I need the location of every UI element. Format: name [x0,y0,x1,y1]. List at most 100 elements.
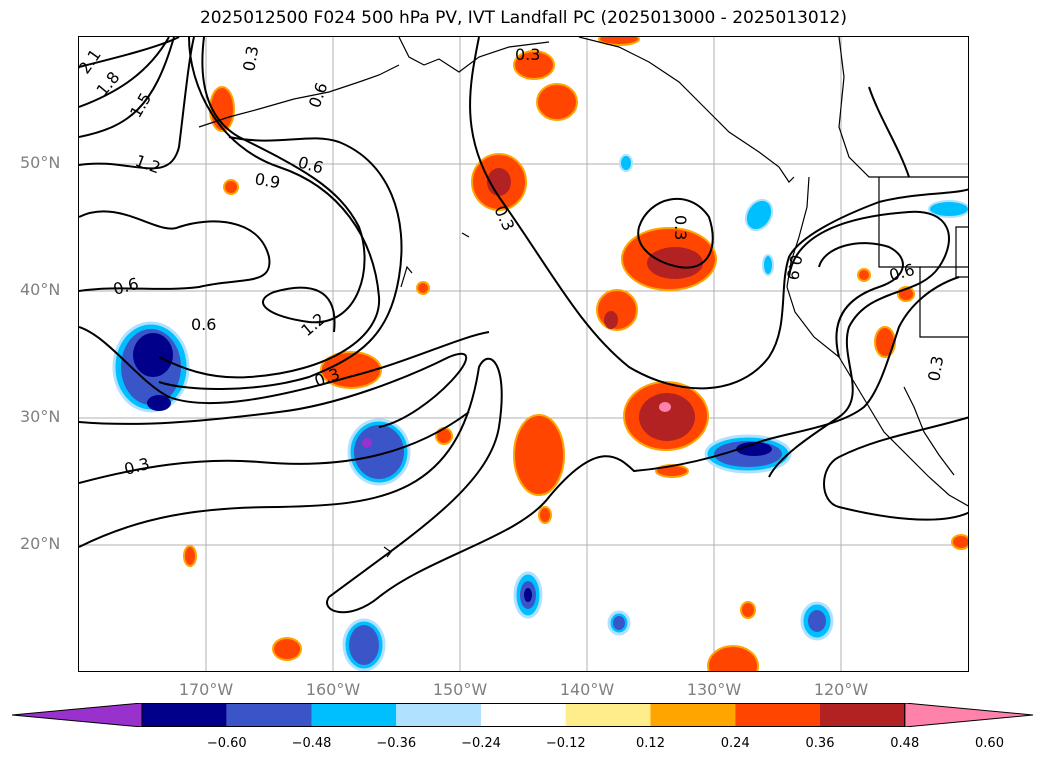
contour-0.9-east [818,242,904,358]
contour-0.6 [158,136,403,390]
colorbar-tick-label: −0.60 [206,736,247,751]
ivt-negative-regions [112,154,968,671]
neg-blob-core [736,442,772,456]
contour-0.3-mid [79,326,490,405]
contour-label: 0.6 [111,274,141,299]
contour-label: 0.9 [253,169,281,192]
contour-0.3-long [79,276,960,614]
canada-border [838,37,968,178]
pos-blob [740,601,756,619]
contour-1.2 [79,37,195,170]
contour-label: 0.3 [122,454,152,479]
colorbar-segment [820,703,905,727]
colorbar-segment [142,703,227,727]
neg-blob-mid [808,610,826,632]
pos-blob [857,268,871,282]
neg-blob-mid [349,625,379,665]
inside-passage-coast [578,37,795,183]
baja-coast [903,386,955,476]
pos-blob [272,637,302,661]
contour-label: 2.1 [79,46,105,78]
pos-blob [538,506,552,524]
contour-label: 1.2 [133,151,163,178]
pos-blob [183,545,197,567]
pos-blob [598,37,640,46]
state-box [955,226,968,278]
colorbar-tick-label: −0.24 [461,736,501,751]
contour-label: 1.2 [297,309,329,340]
contour-1.2-inner [201,37,366,333]
colorbar-segment [735,703,820,727]
contour-0.6-east [768,210,950,478]
small-island [461,232,470,238]
pos-blob-core [647,247,703,279]
lat-label-50n: 50°N [20,153,61,172]
contour-label: 0.9 [783,253,806,281]
lat-label-30n: 30°N [20,407,61,426]
contour-0.3-ne [868,86,910,178]
pos-blob-peak [659,402,671,412]
lon-label-120w: 120°W [813,680,869,699]
contour-0.3-se [823,416,968,521]
contour-label: 0.3 [671,215,690,240]
contour-0.9 [158,37,381,379]
contour-label: 0.6 [887,260,917,285]
pv-contours [79,37,968,614]
pos-blob [513,50,555,80]
colorbar-tick-label: 0.48 [890,736,920,751]
neg-blob [928,200,968,218]
colorbar-tick-label: −0.36 [376,736,417,751]
lon-label-160w: 160°W [305,680,361,699]
ivt-positive-regions [183,37,968,671]
colorbar-extend-low [12,703,143,727]
neg-blob-core [133,333,173,377]
neg-blob [762,254,774,276]
contour-label: 0.3 [924,354,947,382]
colorbar-frame [141,703,906,727]
colorbar-tick-label: 0.12 [636,736,665,751]
alaska-coast [398,37,550,73]
colorbar-segment [481,703,566,727]
contour-1.5 [79,37,175,138]
contour-1.8 [79,37,170,108]
pos-blob [513,414,565,496]
colorbar-tick-label: −0.12 [545,736,586,751]
colorbar-tick-label: 0.36 [805,736,835,751]
colorbar-tick-label: −0.48 [291,736,332,751]
pos-blob-core [639,393,695,441]
colorbar-segment [226,703,312,727]
lat-label-40n: 40°N [20,280,61,299]
colorbar-segment [565,703,651,727]
colorbar-segment [311,703,397,727]
pos-blob [536,83,578,121]
colorbar-segment [650,703,736,727]
map-canvas: 2.1 1.8 1.5 1.2 0.9 0.6 0.6 0.6 1.2 0.3 … [79,37,968,671]
colorbar-extend-high [904,703,1034,727]
colorbar [12,703,1034,727]
contour-0.3 [79,352,468,428]
lon-label-130w: 130°W [686,680,742,699]
pos-blob [416,281,430,295]
lat-label-20n: 20°N [20,534,61,553]
contour-0.3-lower [79,411,470,484]
aleutian-coast [198,64,400,128]
colorbar-tick-label: 0.60 [975,736,1004,751]
pos-blob-core [604,311,618,329]
contour-label: 0.6 [296,153,326,178]
map-panel: 2.1 1.8 1.5 1.2 0.9 0.6 0.6 0.6 1.2 0.3 … [78,36,969,672]
pos-blob [320,351,382,389]
colorbar-segment [396,703,481,727]
neg-blob [619,154,633,172]
pos-blob [223,179,239,195]
neg-blob-mid [613,616,625,630]
pos-blob [874,326,896,358]
coastlines [198,37,968,558]
contour-2.1 [79,37,180,68]
hawaii-island [400,265,413,288]
contour-label: 0.6 [305,80,332,110]
neg-blob-peak [362,438,372,448]
contour-label: 0.6 [191,315,216,334]
pos-blob [707,645,759,671]
neg-blob [744,198,774,232]
neg-blob-core [524,588,532,602]
